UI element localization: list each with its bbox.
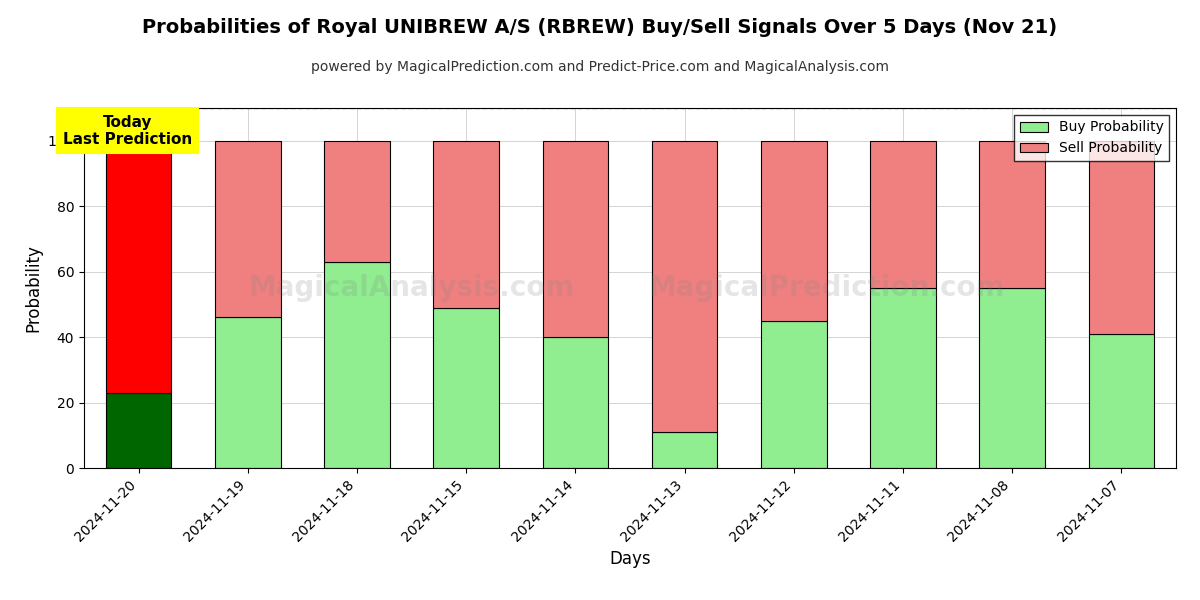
Bar — [761, 321, 827, 468]
Bar — [1088, 141, 1154, 334]
Bar — [106, 141, 172, 393]
Text: Today
Last Prediction: Today Last Prediction — [64, 115, 192, 147]
Bar — [870, 141, 936, 288]
Text: MagicalAnalysis.com: MagicalAnalysis.com — [248, 274, 575, 302]
Bar — [652, 432, 718, 468]
Bar — [1088, 334, 1154, 468]
Bar — [433, 308, 499, 468]
Bar — [652, 141, 718, 432]
Text: MagicalPrediction.com: MagicalPrediction.com — [648, 274, 1004, 302]
Bar — [870, 288, 936, 468]
Bar — [106, 393, 172, 468]
Bar — [215, 317, 281, 468]
Bar — [979, 141, 1045, 288]
Bar — [979, 288, 1045, 468]
Text: powered by MagicalPrediction.com and Predict-Price.com and MagicalAnalysis.com: powered by MagicalPrediction.com and Pre… — [311, 60, 889, 74]
Bar — [433, 141, 499, 308]
Bar — [761, 141, 827, 321]
Y-axis label: Probability: Probability — [24, 244, 42, 332]
Bar — [215, 141, 281, 317]
Bar — [542, 337, 608, 468]
X-axis label: Days: Days — [610, 550, 650, 568]
Bar — [542, 141, 608, 337]
Legend: Buy Probability, Sell Probability: Buy Probability, Sell Probability — [1014, 115, 1169, 161]
Bar — [324, 262, 390, 468]
Text: Probabilities of Royal UNIBREW A/S (RBREW) Buy/Sell Signals Over 5 Days (Nov 21): Probabilities of Royal UNIBREW A/S (RBRE… — [143, 18, 1057, 37]
Bar — [324, 141, 390, 262]
